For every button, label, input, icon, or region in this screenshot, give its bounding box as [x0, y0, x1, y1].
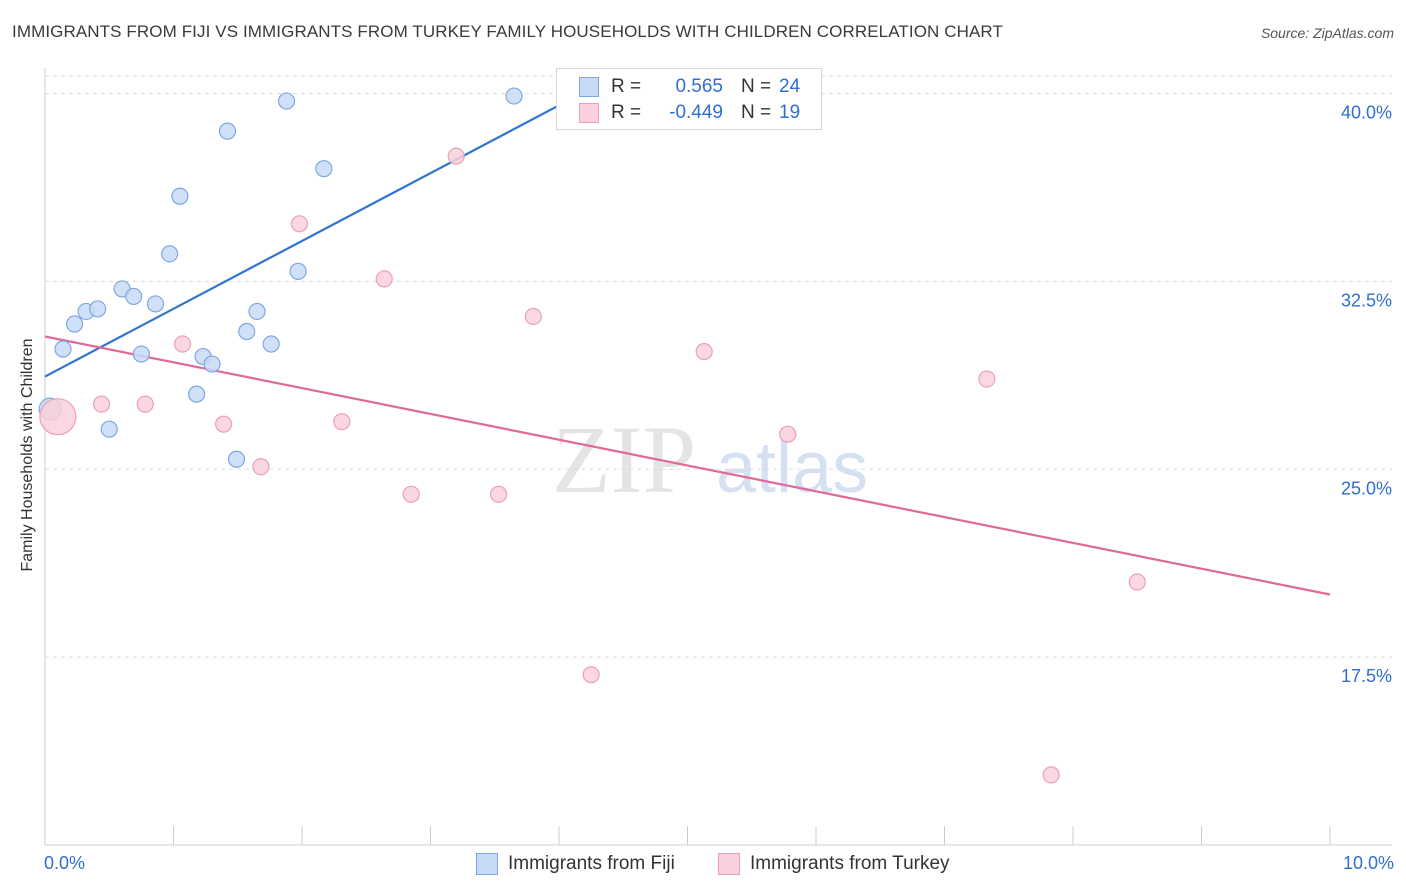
fiji-point-15 — [218, 122, 237, 140]
turkey-point-5 — [252, 458, 270, 476]
stats-legend-fiji: R = 0.565 N = 24 — [579, 74, 800, 100]
turkey-n-value: 19 — [779, 102, 801, 123]
turkey-point-18 — [1128, 573, 1146, 591]
turkey-point-13 — [582, 666, 600, 684]
y-tick-label-3: 40.0% — [1341, 103, 1392, 123]
turkey-point-6 — [290, 215, 309, 233]
turkey-swatch — [579, 103, 599, 123]
chart-title: IMMIGRANTS FROM FIJI VS IMMIGRANTS FROM … — [12, 22, 1003, 41]
fiji-point-21 — [289, 262, 307, 280]
turkey-point-9 — [402, 485, 420, 503]
fiji-point-12 — [188, 385, 206, 403]
y-tick-label-2: 32.5% — [1341, 290, 1392, 310]
turkey-point-16 — [978, 370, 996, 388]
gridlines — [45, 75, 1392, 658]
legend-item-fiji: Immigrants from Fiji — [476, 852, 675, 876]
turkey-point-7 — [333, 413, 351, 431]
fiji-point-9 — [146, 295, 165, 313]
turkey-n-label: N = — [741, 102, 772, 123]
y-tick-label-1: 25.0% — [1341, 478, 1392, 498]
fiji-point-20 — [277, 92, 296, 110]
source-label: Source: ZipAtlas.com — [1260, 25, 1394, 41]
stats-legend: R = 0.565 N = 24 R = -0.449 N = 19 — [556, 68, 822, 130]
x-tick-max: 10.0% — [1342, 853, 1394, 873]
watermark-zip: ZIP — [552, 406, 696, 513]
turkey-point-12 — [524, 307, 542, 326]
fiji-r-value: 0.565 — [675, 76, 723, 97]
y-tick-label-0: 17.5% — [1341, 666, 1392, 686]
fiji-n-value: 24 — [779, 76, 801, 97]
watermark: ZIP atlas — [552, 406, 868, 513]
fiji-point-23 — [505, 87, 523, 105]
turkey-point-14 — [695, 342, 713, 361]
fiji-point-4 — [89, 300, 107, 318]
fiji-point-22 — [315, 160, 333, 178]
data-points — [38, 87, 1146, 784]
turkey-point-0 — [39, 398, 77, 436]
turkey-point-11 — [490, 485, 508, 503]
turkey-r-label: R = — [611, 102, 642, 123]
turkey-point-17 — [1042, 766, 1060, 784]
fiji-point-17 — [238, 322, 256, 341]
turkey-point-15 — [779, 425, 797, 443]
turkey-point-8 — [375, 270, 393, 288]
fiji-point-14 — [203, 355, 221, 373]
turkey-point-3 — [173, 335, 192, 353]
fiji-point-18 — [248, 302, 266, 321]
fiji-point-16 — [227, 450, 246, 468]
trend-line-fiji — [44, 97, 573, 378]
fiji-n-label: N = — [741, 76, 772, 97]
fiji-point-5 — [100, 420, 118, 438]
legend-fiji-swatch — [476, 853, 498, 875]
fiji-point-1 — [54, 340, 72, 358]
y-tick-labels: 17.5% 25.0% 32.5% 40.0% — [1341, 103, 1392, 687]
x-tick-min: 0.0% — [44, 853, 86, 873]
trend-line-turkey — [44, 335, 1331, 596]
turkey-r-value: -0.449 — [669, 102, 723, 123]
trend-lines — [44, 97, 1331, 596]
fiji-point-7 — [125, 287, 143, 306]
legend-turkey-label: Immigrants from Turkey — [750, 853, 950, 874]
turkey-point-1 — [92, 395, 111, 413]
fiji-point-8 — [132, 345, 150, 363]
axes — [44, 68, 1392, 846]
fiji-r-label: R = — [611, 76, 642, 97]
legend-item-turkey: Immigrants from Turkey — [718, 852, 950, 876]
legend-fiji-label: Immigrants from Fiji — [508, 853, 675, 874]
legend-turkey-swatch — [718, 853, 740, 875]
fiji-point-11 — [171, 187, 189, 205]
turkey-point-4 — [215, 415, 233, 433]
fiji-point-10 — [161, 245, 179, 263]
fiji-point-2 — [65, 315, 84, 333]
fiji-point-19 — [262, 335, 280, 353]
fiji-swatch — [579, 77, 599, 97]
turkey-point-2 — [136, 395, 154, 413]
turkey-point-10 — [447, 147, 465, 165]
stats-legend-turkey: R = -0.449 N = 19 — [579, 100, 800, 126]
